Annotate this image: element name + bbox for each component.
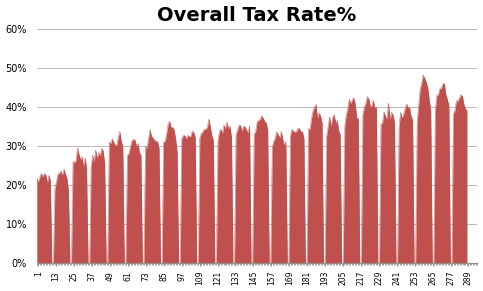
- Title: Overall Tax Rate%: Overall Tax Rate%: [157, 6, 357, 24]
